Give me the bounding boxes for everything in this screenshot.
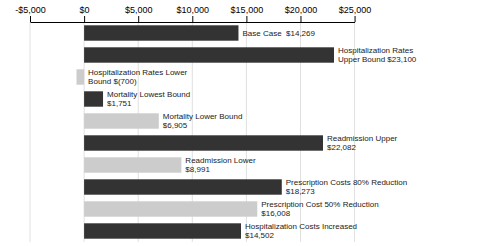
bar-label: Mortality Lowest Bound$1,751 — [107, 90, 190, 108]
tick: $0 — [80, 5, 90, 22]
tick: $25,000 — [339, 5, 372, 22]
x-axis: -$5,000 $0 $5,000 $10,000 $15,000 $20,000 $25,… — [15, 5, 371, 23]
grid-line — [30, 22, 31, 242]
tick-label: $10,000 — [177, 5, 210, 15]
tick-label: $0 — [80, 5, 90, 15]
bar — [84, 113, 159, 128]
tick-mark — [138, 16, 139, 22]
bar — [84, 135, 323, 150]
tick: $10,000 — [177, 5, 210, 22]
bar-labels: Base Case $14,269 Hospitalization RatesUp… — [88, 29, 417, 241]
tick-mark — [355, 16, 356, 22]
tick-label: -$5,000 — [15, 5, 46, 15]
tick-label: $5,000 — [125, 5, 153, 15]
chart: Base Case $14,269 Hospitalization RatesUp… — [0, 0, 500, 246]
tick: $5,000 — [125, 5, 153, 22]
bar-label: Hospitalization Costs Increased$14,502 — [245, 222, 357, 240]
axis-line — [31, 22, 356, 23]
bar — [84, 223, 241, 238]
tick-mark — [30, 16, 31, 22]
tick: -$5,000 — [15, 5, 46, 22]
bar-label: Readmission Lower$8,991 — [185, 156, 256, 174]
tick: $20,000 — [285, 5, 318, 22]
tick-label: $15,000 — [231, 5, 264, 15]
bar-label: Hospitalization Rates LowerBound $(700) — [88, 68, 187, 86]
plot-area: Base Case $14,269 Hospitalization RatesUp… — [15, 5, 417, 242]
bar — [77, 69, 85, 84]
bar-label: Readmission Upper$22,082 — [327, 134, 398, 152]
bar-label: Hospitalization RatesUpper Bound $23,100 — [338, 46, 417, 64]
bar — [84, 179, 282, 194]
tick-label: $20,000 — [285, 5, 318, 15]
bar — [84, 91, 103, 106]
tick-mark — [84, 16, 85, 22]
bar — [84, 47, 334, 62]
tick-label: $25,000 — [339, 5, 372, 15]
tick-mark — [300, 16, 301, 22]
tick-mark — [246, 16, 247, 22]
tick: $15,000 — [231, 5, 264, 22]
bar-label: Base Case $14,269 — [242, 29, 315, 38]
chart-container: Base Case $14,269 Hospitalization RatesUp… — [0, 0, 500, 246]
bar — [84, 201, 257, 216]
bar-label: Prescription Costs 80% Reduction$18,273 — [286, 178, 407, 196]
bar-label: Mortality Lower Bound$6,905 — [163, 112, 243, 130]
bar — [84, 25, 238, 40]
bar — [84, 157, 181, 172]
bar-label: Prescription Cost 50% Reduction$16,008 — [261, 200, 378, 218]
tick-mark — [192, 16, 193, 22]
